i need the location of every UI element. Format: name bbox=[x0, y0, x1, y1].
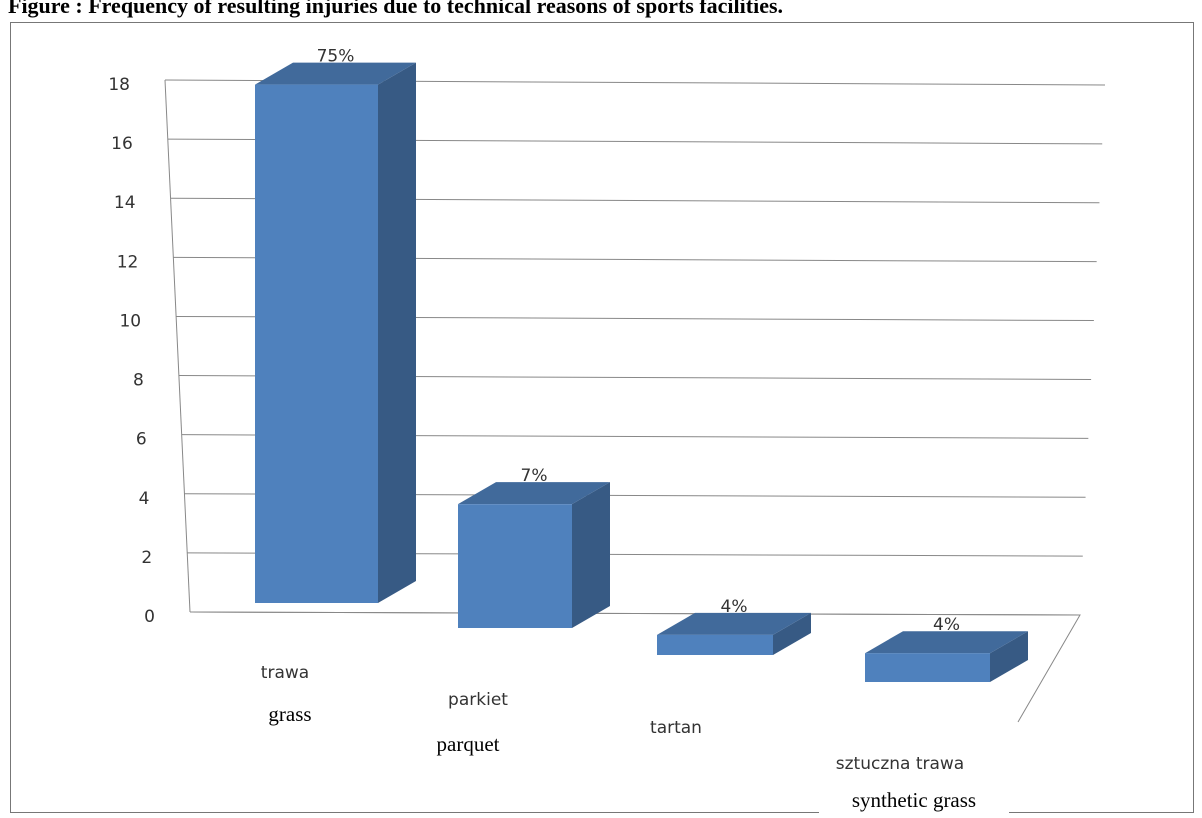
bar-top bbox=[458, 482, 610, 505]
y-tick-label: 6 bbox=[136, 430, 147, 450]
data-label: 7% bbox=[521, 466, 548, 486]
y-tick-label: 12 bbox=[117, 252, 139, 272]
bar bbox=[865, 653, 990, 682]
bar bbox=[458, 504, 572, 628]
data-label: 75% bbox=[317, 47, 355, 67]
y-tick-label: 16 bbox=[111, 134, 133, 154]
bar-top bbox=[255, 62, 416, 85]
label-background bbox=[819, 788, 1009, 816]
chart-title: Figure : Frequency of resulting injuries… bbox=[8, 0, 783, 18]
y-axis-wall bbox=[164, 79, 191, 613]
bar bbox=[657, 634, 773, 655]
y-tick-label: 8 bbox=[133, 371, 144, 391]
bar-top bbox=[865, 631, 1028, 654]
y-tick-label: 2 bbox=[141, 548, 152, 568]
x-tick-label: sztuczna trawa bbox=[836, 754, 964, 774]
bar-side bbox=[773, 612, 811, 655]
x-tick-label-en: grass bbox=[268, 702, 311, 726]
x-tick-label-en: parquet bbox=[437, 732, 500, 756]
bar-top bbox=[657, 612, 811, 635]
bar-side bbox=[990, 631, 1028, 682]
y-tick-label: 4 bbox=[139, 489, 150, 509]
y-tick-label: 18 bbox=[108, 75, 130, 95]
x-tick-label-en: synthetic grass bbox=[852, 788, 976, 812]
y-tick-label: 0 bbox=[144, 607, 155, 627]
x-tick-label: parkiet bbox=[448, 690, 508, 710]
y-tick-label: 14 bbox=[114, 193, 136, 213]
x-tick-label: tartan bbox=[650, 718, 702, 738]
bar-side bbox=[572, 482, 610, 628]
grid-line bbox=[189, 611, 1081, 616]
data-label: 4% bbox=[721, 597, 748, 617]
data-label: 4% bbox=[933, 615, 960, 635]
x-tick-label: trawa bbox=[261, 663, 309, 683]
bar-side bbox=[378, 62, 416, 604]
chart-border bbox=[10, 22, 1194, 813]
bar bbox=[255, 84, 378, 604]
y-tick-label: 10 bbox=[119, 311, 141, 331]
